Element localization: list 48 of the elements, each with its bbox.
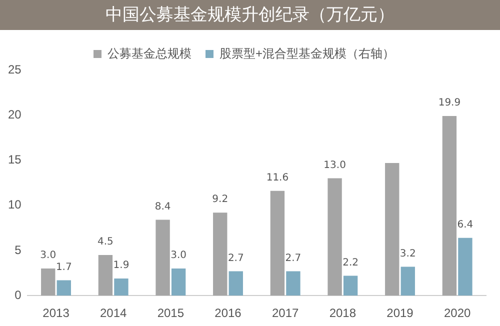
data-label: 19.9 [438, 98, 461, 109]
bar [213, 212, 228, 296]
bar [41, 268, 56, 296]
data-label: 11.6 [266, 172, 289, 184]
x-tick-label: 2013 [42, 306, 70, 320]
data-label: 3.2 [400, 248, 416, 260]
bar [270, 190, 285, 296]
y-tick-label: 5 [14, 242, 22, 257]
y-tick-label: 15 [8, 152, 22, 167]
bar [286, 271, 300, 296]
y-tick-label: 10 [8, 198, 22, 212]
data-label: 2.2 [342, 257, 359, 268]
data-label: 6.4 [457, 219, 474, 230]
x-tick-label: 2016 [214, 306, 242, 320]
y-tick-label: 0 [14, 288, 22, 302]
data-label: 1.7 [56, 262, 72, 273]
bar [442, 116, 457, 296]
bar [343, 276, 358, 296]
x-tick-label: 2018 [329, 306, 356, 320]
y-tick-label: 20 [8, 107, 22, 122]
legend-label: 公募基金总规模 [107, 46, 192, 60]
bar [228, 271, 243, 296]
data-label: 8.4 [154, 201, 171, 212]
x-tick-label: 2020 [444, 306, 472, 320]
bar [458, 238, 472, 296]
data-label: 2.7 [285, 252, 302, 264]
x-tick-label: 2014 [100, 306, 128, 320]
data-label: 2.7 [228, 252, 244, 264]
data-label: 1.9 [113, 260, 130, 272]
bar [328, 178, 342, 296]
bar [114, 278, 128, 296]
data-label: 13.0 [324, 160, 346, 171]
bar [156, 220, 170, 296]
x-tick-label: 2015 [157, 306, 184, 320]
chart-title: 中国公募基金规模升创纪录（万亿元） [0, 0, 500, 30]
x-tick-label: 2017 [272, 306, 300, 320]
legend-label: 股票型+混合型基金规模（右轴） [219, 46, 395, 60]
y-tick-label: 25 [8, 62, 22, 76]
data-label: 3.0 [40, 250, 56, 262]
bar [385, 162, 400, 296]
x-tick-label: 2019 [386, 306, 414, 320]
data-label: 9.2 [212, 194, 228, 206]
bar [400, 266, 415, 296]
bar [56, 280, 71, 296]
data-label: 3.0 [170, 250, 187, 262]
bar [98, 254, 113, 296]
data-label: 4.5 [98, 236, 114, 248]
bar [171, 268, 186, 296]
